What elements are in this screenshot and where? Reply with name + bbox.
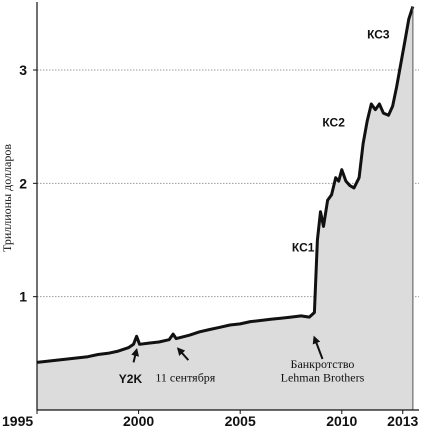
annotation-arrow [131,347,140,363]
annotations: КС1 КС2 КС3 Y2K 11 сентября БанкротствоLehman… [119,27,390,386]
series-area [37,6,413,410]
annotation-label: Lehman Brothers [281,371,365,385]
x-tick-label: 2005 [225,413,256,428]
series-line [36,6,415,364]
annotation-label: КС3 [367,27,390,41]
axes [33,2,419,414]
annotation-label: Y2K [119,372,143,386]
x-tick-label: 1995 [2,413,33,428]
x-tick-label: 2010 [326,413,357,428]
annotation-label: Банкротство [291,357,355,371]
annotation-label: КС1 [292,240,315,254]
y-tick-label: 1 [19,289,27,305]
tick-labels: 1 2 3 1995 2000 2005 2010 2013 [2,62,419,428]
y-tick-label: 2 [19,175,27,191]
annotation-label: КС2 [322,116,345,130]
y-axis-title: Триллионы долларов [0,144,14,252]
x-tick-label: 2013 [387,413,418,428]
x-tick-label: 2000 [123,413,154,428]
annotation-arrow [176,347,190,361]
annotation-label: 11 сентября [155,371,215,385]
y-tick-label: 3 [19,62,27,78]
plot-area [36,6,415,410]
annotation-arrow [312,335,324,360]
